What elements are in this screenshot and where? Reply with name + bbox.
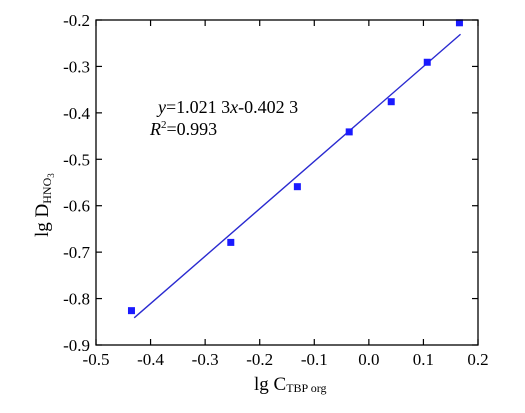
x-tick-label: -0.2 bbox=[246, 350, 273, 369]
r-squared: R2=0.993 bbox=[149, 119, 217, 139]
x-tick-label: -0.1 bbox=[301, 350, 328, 369]
x-tick-label: 0.1 bbox=[413, 350, 434, 369]
plot-frame bbox=[95, 19, 479, 346]
fit-equation: y=1.021 3x-0.402 3 bbox=[156, 97, 298, 117]
y-tick-label: -0.7 bbox=[63, 243, 90, 262]
x-axis-ticks: -0.5 -0.4 -0.3 -0.2 -0.1 0.0 0.1 0.2 bbox=[83, 20, 489, 369]
x-tick-label: 0.2 bbox=[467, 350, 488, 369]
data-point bbox=[293, 183, 301, 191]
data-points bbox=[127, 19, 463, 315]
data-point bbox=[227, 238, 235, 246]
y-tick-label: -0.6 bbox=[63, 197, 90, 216]
fit-line bbox=[133, 33, 461, 319]
x-tick-label: -0.5 bbox=[83, 350, 110, 369]
y-tick-label: -0.4 bbox=[63, 104, 90, 123]
data-point bbox=[387, 98, 395, 106]
y-tick-label: -0.8 bbox=[63, 290, 90, 309]
y-tick-label: -0.9 bbox=[63, 336, 90, 355]
y-axis-ticks: -0.9 -0.8 -0.7 -0.6 -0.5 -0.4 -0.3 -0.2 bbox=[63, 11, 478, 355]
data-point bbox=[345, 128, 353, 136]
y-tick-label: -0.5 bbox=[63, 150, 90, 169]
x-tick-label: -0.4 bbox=[137, 350, 164, 369]
x-tick-label: -0.3 bbox=[192, 350, 219, 369]
y-tick-label: -0.3 bbox=[63, 57, 90, 76]
y-tick-label: -0.2 bbox=[63, 11, 90, 30]
x-axis-label: lg CTBP org bbox=[254, 374, 327, 395]
data-point bbox=[127, 307, 135, 315]
x-tick-label: 0.0 bbox=[358, 350, 379, 369]
data-point bbox=[455, 19, 463, 27]
data-point bbox=[423, 58, 431, 66]
y-axis-label: lg DHNO3 bbox=[32, 173, 56, 237]
